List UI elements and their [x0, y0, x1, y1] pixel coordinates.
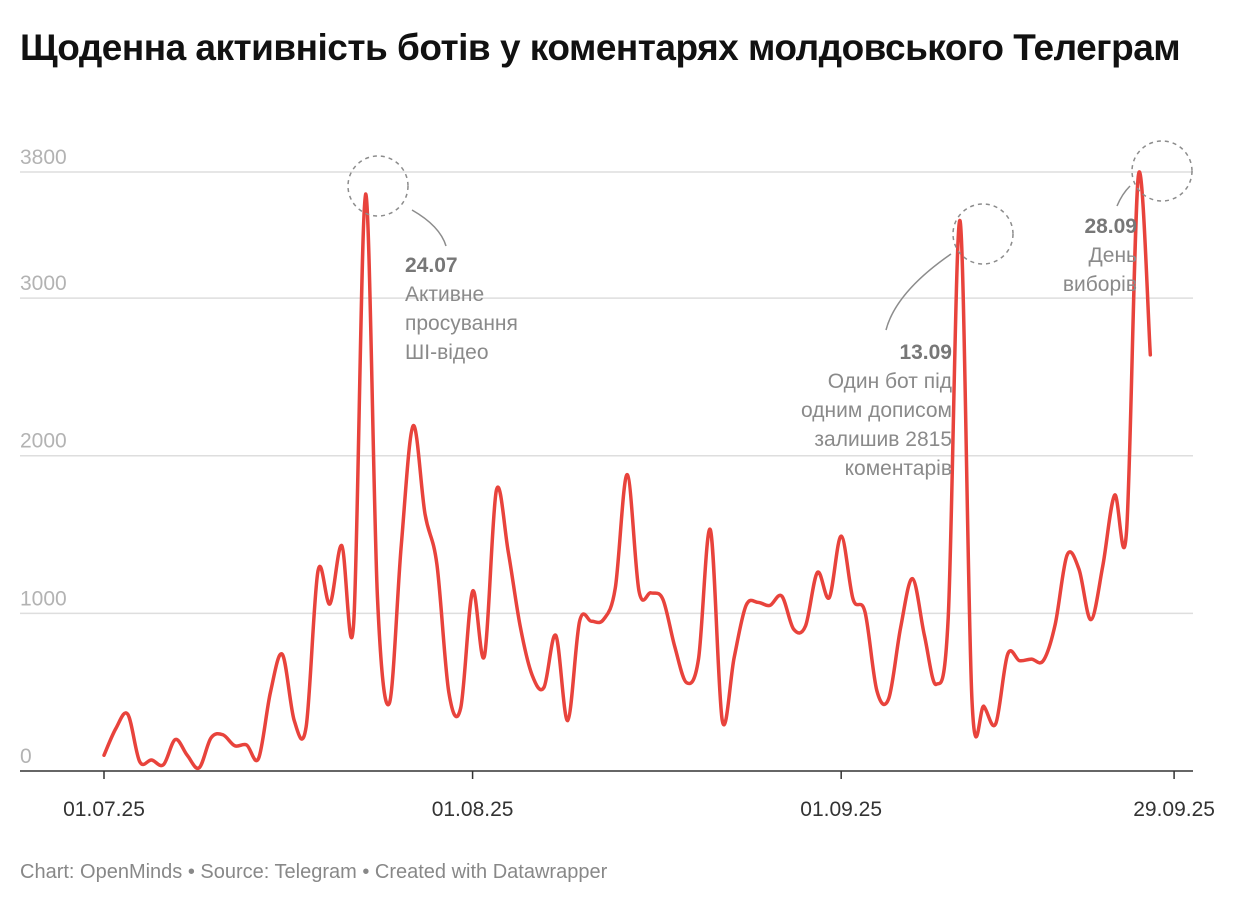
annotation-connector [1116, 185, 1131, 207]
annotations: 24.07 Активне просування ШІ-відео 13.09 Один … [347, 140, 1193, 480]
annotation-text: просування [405, 312, 518, 335]
annotation-marker [952, 203, 1014, 265]
annotation-text: залишив 2815 [814, 428, 952, 451]
annotation-text: коментарів [845, 457, 952, 480]
annotation-date: 24.07 [405, 254, 458, 277]
x-tick-label: 01.08.25 [432, 798, 514, 821]
annotation-marker [1131, 140, 1193, 202]
y-tick-labels: 0 1000 2000 3000 3800 [20, 146, 67, 768]
y-tick-label: 1000 [20, 587, 67, 610]
annotation-date: 28.09 [1084, 215, 1137, 238]
annotation-marker [347, 155, 409, 217]
annotation-connector [411, 209, 447, 247]
annotation-text: Один бот під [828, 370, 952, 393]
y-tick-label: 2000 [20, 430, 67, 453]
x-tick-label: 01.09.25 [800, 798, 882, 821]
y-tick-label: 3800 [20, 146, 67, 169]
chart-title: Щоденна активність ботів у коментарях мо… [20, 27, 1181, 68]
x-tick-label: 01.07.25 [63, 798, 145, 821]
x-axis: 01.07.25 01.08.25 01.09.25 29.09.25 [20, 770, 1215, 821]
annotation-text: День [1089, 244, 1137, 267]
y-tick-label: 0 [20, 745, 32, 768]
annotation-date: 13.09 [899, 341, 952, 364]
annotation-text: Активне [405, 283, 484, 306]
series-line [102, 170, 1153, 771]
chart-credits: Chart: OpenMinds • Source: Telegram • Cr… [20, 861, 608, 883]
x-tick-label: 29.09.25 [1133, 798, 1215, 821]
y-tick-label: 3000 [20, 272, 67, 295]
annotation-text: ШІ-відео [405, 341, 489, 364]
annotation-text: виборів [1063, 273, 1137, 296]
annotation-text: одним дописом [801, 399, 952, 422]
series-group [102, 170, 1153, 771]
gridlines [20, 171, 1193, 615]
annotation-connector [885, 253, 952, 331]
